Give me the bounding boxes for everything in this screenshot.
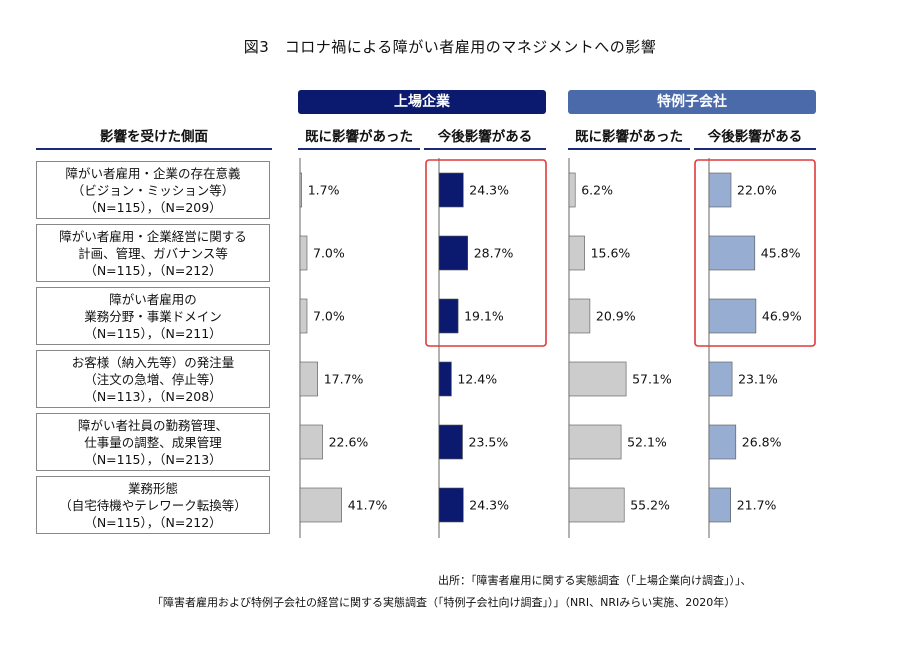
data-label: 52.1% (627, 435, 667, 450)
bar (438, 172, 464, 208)
bar (438, 487, 464, 523)
data-label: 41.7% (348, 498, 388, 513)
source-line-1: 出所：「障害者雇用に関する実態調査（「上場企業向け調査」）」、 (438, 574, 752, 587)
source-line-2: 「障害者雇用および特例子会社の経営に関する実態調査（「特例子会社向け調査」）」（… (152, 596, 736, 609)
category-label-line: （N=115），（N=212） (84, 514, 222, 530)
group-header-subsidiaries: 特例子会社 (568, 90, 816, 114)
data-label: 15.6% (591, 246, 631, 261)
category-label-line: （自宅待機やテレワーク転換等） (59, 497, 247, 513)
data-label: 24.3% (469, 498, 509, 513)
data-label: 1.7% (308, 183, 340, 198)
category-label: 業務形態 （自宅待機やテレワーク転換等） （N=115），（N=212） (36, 476, 270, 534)
data-label: 6.2% (581, 183, 613, 198)
highlight-box (694, 159, 816, 347)
category-label: 障がい者雇用の 業務分野・事業ドメイン （N=115），（N=211） (36, 287, 270, 345)
data-label: 19.1% (464, 309, 504, 324)
data-label: 12.4% (457, 372, 497, 387)
data-label: 24.3% (469, 183, 509, 198)
bar (708, 361, 733, 397)
category-label-line: 仕事量の調整、成果管理 (84, 434, 222, 450)
bar (708, 172, 732, 208)
bar (568, 235, 585, 271)
data-label: 46.9% (762, 309, 802, 324)
data-label: 28.7% (474, 246, 514, 261)
data-label: 23.5% (469, 435, 509, 450)
data-label: 22.6% (329, 435, 369, 450)
category-label-line: （N=115），（N=213） (84, 451, 222, 467)
category-label-line: お客様（納入先等）の発注量 (71, 354, 235, 370)
column-header-large-future: 今後影響がある (424, 126, 546, 150)
bar (299, 172, 303, 208)
bar (568, 172, 576, 208)
bar (708, 235, 756, 271)
data-label: 17.7% (324, 372, 364, 387)
category-label-line: 計画、管理、ガバナンス等 (78, 245, 228, 261)
column-header-large-already: 既に影響があった (298, 126, 420, 150)
category-label-line: 障がい者社員の勤務管理、 (77, 417, 228, 433)
data-label: 20.9% (596, 309, 636, 324)
bar (438, 361, 452, 397)
bar (438, 235, 469, 271)
category-label-line: （N=113），（N=208） (84, 388, 222, 404)
category-column-header: 影響を受けた側面 (36, 126, 272, 150)
data-label: 55.2% (630, 498, 670, 513)
category-label-line: （N=115），（N=209） (84, 199, 222, 215)
category-label-line: 業務分野・事業ドメイン (84, 308, 222, 324)
category-label: 障がい者雇用・企業経営に関する 計画、管理、ガバナンス等 （N=115），（N=21… (36, 224, 270, 282)
data-label: 23.1% (738, 372, 778, 387)
bar (299, 361, 319, 397)
bar (708, 487, 732, 523)
category-label-line: （ビジョン・ミッション等） (71, 182, 235, 198)
category-label: 障がい者雇用・企業の存在意義 （ビジョン・ミッション等） （N=115），（N=20… (36, 161, 270, 219)
category-label-line: 障がい者雇用の (109, 291, 197, 307)
highlight-box (425, 159, 547, 347)
category-label-line: （N=115），（N=212） (84, 262, 222, 278)
bar (568, 361, 627, 397)
bar (708, 298, 757, 334)
data-label: 7.0% (313, 309, 345, 324)
bar (438, 424, 463, 460)
category-label-line: 障がい者雇用・企業の存在意義 (65, 165, 241, 181)
data-label: 22.0% (737, 183, 777, 198)
data-label: 7.0% (313, 246, 345, 261)
category-label-line: 障がい者雇用・企業経営に関する (59, 228, 247, 244)
category-label: 障がい者社員の勤務管理、 仕事量の調整、成果管理 （N=115），（N=213） (36, 413, 270, 471)
data-label: 45.8% (761, 246, 801, 261)
category-label-line: 業務形態 (127, 480, 178, 496)
bar (299, 487, 343, 523)
bar (438, 298, 459, 334)
bar (299, 235, 308, 271)
bar (568, 424, 622, 460)
category-label-line: （N=115），（N=211） (84, 325, 222, 341)
chart-title: 図3 コロナ禍による障がい者雇用のマネジメントへの影響 (243, 38, 657, 56)
column-header-sub-already: 既に影響があった (568, 126, 690, 150)
data-label: 26.8% (742, 435, 782, 450)
group-header-large-companies: 上場企業 (298, 90, 546, 114)
bar (568, 298, 591, 334)
data-label: 57.1% (632, 372, 672, 387)
column-header-sub-future: 今後影響がある (694, 126, 816, 150)
bar (708, 424, 737, 460)
category-label-line: （注文の急増、停止等） (84, 371, 222, 387)
bar (299, 424, 323, 460)
bar (299, 298, 308, 334)
bar (568, 487, 625, 523)
category-label: お客様（納入先等）の発注量 （注文の急増、停止等） （N=113），（N=208） (36, 350, 270, 408)
data-label: 21.7% (737, 498, 777, 513)
